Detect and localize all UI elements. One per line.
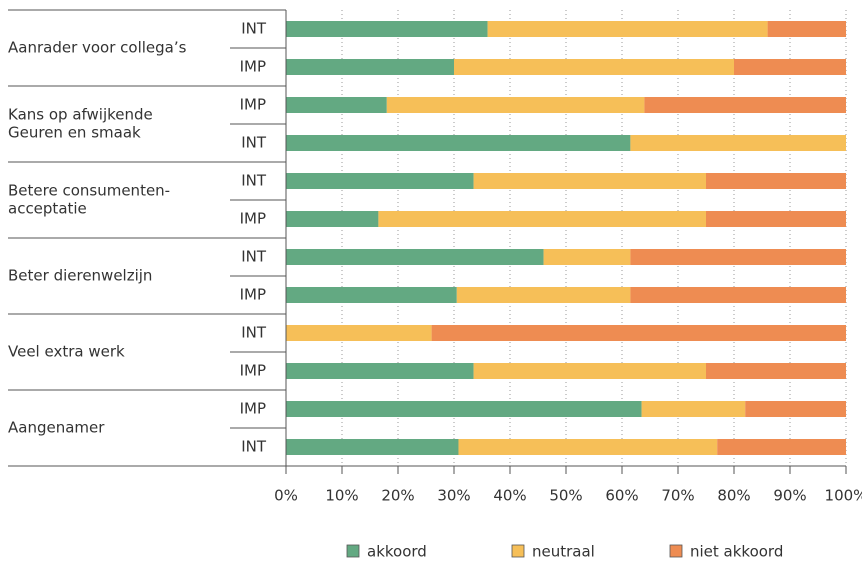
bar-segment bbox=[456, 287, 631, 303]
group-label: Geuren en smaak bbox=[8, 124, 141, 142]
x-tick-label: 100% bbox=[825, 487, 862, 505]
bar-segment bbox=[644, 97, 846, 113]
row-label: INT bbox=[241, 324, 267, 342]
row-label: INT bbox=[241, 134, 267, 152]
bar-segment bbox=[286, 97, 387, 113]
legend-label: akkoord bbox=[367, 543, 427, 561]
bar-segment bbox=[286, 401, 642, 417]
row-label: INT bbox=[241, 438, 267, 456]
bar-segment bbox=[473, 173, 706, 189]
x-tick-label: 10% bbox=[325, 487, 358, 505]
bar-segment bbox=[706, 211, 846, 227]
row-label: IMP bbox=[240, 362, 266, 380]
group-label: Aanrader voor collega’s bbox=[8, 39, 187, 57]
row-label: INT bbox=[241, 20, 267, 38]
bar-segment bbox=[630, 135, 846, 151]
bar-segment bbox=[487, 21, 768, 37]
bar-segment bbox=[286, 211, 379, 227]
row-label: IMP bbox=[240, 400, 266, 418]
bar-segment bbox=[386, 97, 645, 113]
group-label: acceptatie bbox=[8, 200, 87, 218]
bar-segment bbox=[630, 287, 846, 303]
bar-segment bbox=[378, 211, 706, 227]
legend-label: neutraal bbox=[532, 543, 595, 561]
bar-segment bbox=[473, 363, 706, 379]
row-label: IMP bbox=[240, 58, 266, 76]
legend-swatch bbox=[511, 544, 525, 558]
row-label: IMP bbox=[240, 96, 266, 114]
bar-segment bbox=[286, 59, 454, 75]
bar-segment bbox=[745, 401, 846, 417]
x-tick-label: 0% bbox=[274, 487, 298, 505]
bar-segment bbox=[431, 325, 846, 341]
row-label: IMP bbox=[240, 286, 266, 304]
group-label: Aangenamer bbox=[8, 419, 105, 437]
x-tick-label: 20% bbox=[381, 487, 414, 505]
bar-segment bbox=[286, 135, 631, 151]
bar-segment bbox=[767, 21, 846, 37]
row-label: INT bbox=[241, 248, 267, 266]
bar-segment bbox=[286, 21, 488, 37]
bar-segment bbox=[286, 173, 474, 189]
x-tick-label: 50% bbox=[549, 487, 582, 505]
bar-segment bbox=[458, 439, 718, 455]
legend-swatch bbox=[669, 544, 683, 558]
bar-segment bbox=[454, 59, 734, 75]
x-tick-label: 60% bbox=[605, 487, 638, 505]
x-tick-label: 30% bbox=[437, 487, 470, 505]
x-tick-label: 70% bbox=[661, 487, 694, 505]
bar-segment bbox=[543, 249, 631, 265]
bar-segment bbox=[717, 439, 846, 455]
bar-segment bbox=[734, 59, 846, 75]
group-label: Kans op afwijkende bbox=[8, 106, 153, 124]
x-tick-label: 90% bbox=[773, 487, 806, 505]
group-label: Betere consumenten- bbox=[8, 182, 170, 200]
bar-segment bbox=[286, 363, 474, 379]
x-tick-label: 40% bbox=[493, 487, 526, 505]
bar-segment bbox=[630, 249, 846, 265]
bar-segment bbox=[706, 173, 846, 189]
bar-segment bbox=[286, 249, 544, 265]
x-tick-label: 80% bbox=[717, 487, 750, 505]
bar-segment bbox=[286, 325, 432, 341]
bar-segment bbox=[286, 439, 459, 455]
bar-segment bbox=[706, 363, 846, 379]
row-label: IMP bbox=[240, 210, 266, 228]
group-label: Veel extra werk bbox=[8, 343, 125, 361]
legend-label: niet akkoord bbox=[690, 543, 783, 561]
group-label: Beter dierenwelzijn bbox=[8, 267, 152, 285]
legend-swatch bbox=[346, 544, 360, 558]
bar-segment bbox=[286, 287, 457, 303]
row-label: INT bbox=[241, 172, 267, 190]
bar-segment bbox=[641, 401, 746, 417]
